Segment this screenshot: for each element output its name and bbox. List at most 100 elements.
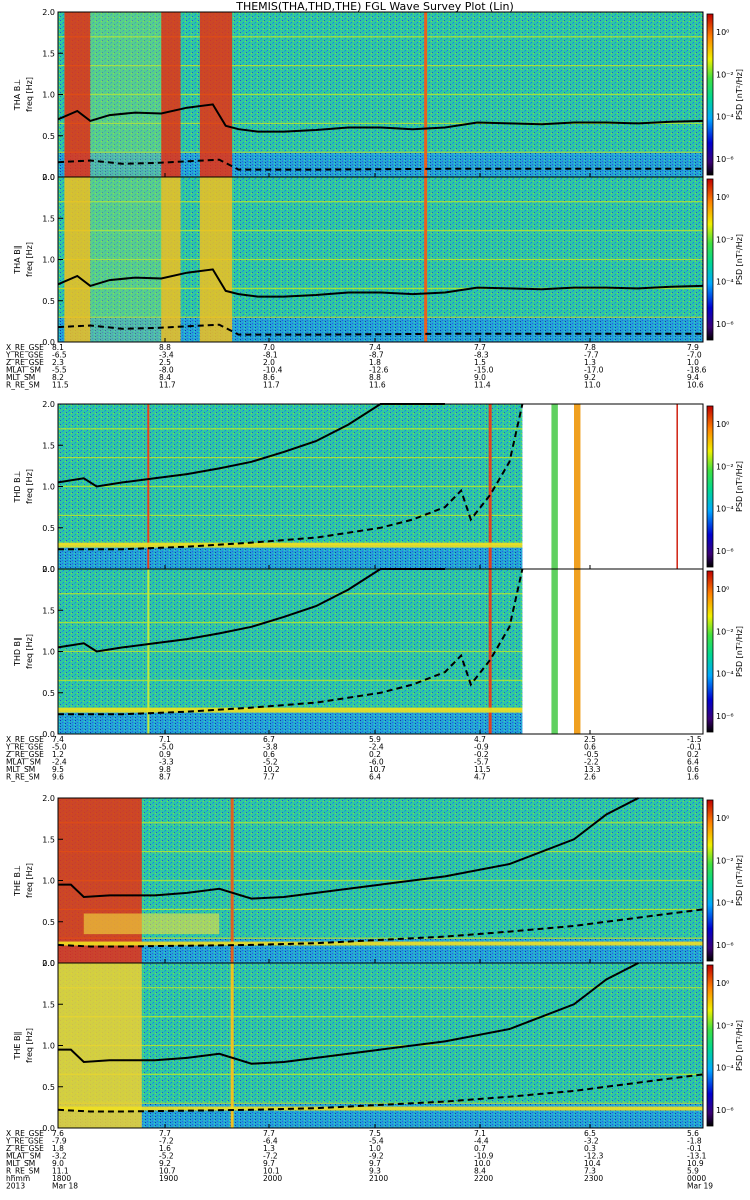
orbit-value: 0.6 [263, 750, 275, 759]
resonance-band [58, 707, 523, 713]
orbit-value: -9.2 [369, 1152, 384, 1161]
orbit-value: -6.4 [263, 1137, 278, 1146]
orbit-row-label: MLT_SM [6, 373, 35, 382]
y-tick-label: 1.5 [42, 835, 55, 844]
colorbar-tick-label: 10⁻⁶ [716, 712, 734, 721]
orbit-row-label: Y_RE_GSE [5, 1137, 44, 1146]
dashed-frequency-curve [57, 158, 703, 171]
orbit-value: 0.9 [159, 750, 171, 759]
colorbar-label: PSD [nT²/Hz] [735, 234, 744, 285]
panel-ylabel: THE B⊥ [13, 865, 22, 897]
colorbar-tick-label: 10⁻² [716, 70, 734, 79]
orbit-value: 7.4 [52, 735, 64, 744]
orbit-value: 7.1 [159, 735, 171, 744]
colorbar-tick-label: 10⁻⁶ [716, 941, 734, 950]
orbit-value: 10.2 [263, 765, 280, 774]
orbit-value: 0.2 [369, 750, 381, 759]
orbit-value: 0.3 [584, 1144, 596, 1153]
orbit-value: 10.7 [369, 765, 386, 774]
data-strip [574, 569, 581, 734]
panel-ylabel-unit: freq [Hz] [25, 634, 34, 669]
data-strip [551, 569, 558, 734]
orbit-value: -5.2 [263, 758, 278, 767]
orbit-value: 10.7 [159, 1167, 176, 1176]
y-tick-label: 0.5 [42, 297, 55, 306]
high-power-burst [199, 177, 233, 342]
orbit-value: 9.4 [687, 373, 699, 382]
orbit-value: -8.7 [369, 351, 384, 360]
orbit-value: 11.5 [52, 381, 69, 390]
orbit-value: -1.5 [687, 735, 702, 744]
time-tick-label: 2300 [584, 1174, 603, 1183]
the-perp-panel: 2.0 1.5 1.0 0.5 0.0 THE B⊥ freq [Hz] 10⁰ 10⁻² 10⁻… [13, 794, 744, 968]
orbit-value: 2.0 [263, 358, 275, 367]
orbit-value: -7.7 [584, 351, 599, 360]
y-tick-label: 0.0 [42, 173, 55, 182]
orbit-row-label: MLAT_SM [6, 1152, 41, 1161]
panel-ylabel: THD B⊥ [13, 470, 22, 503]
orbit-value: 8.4 [159, 373, 171, 382]
orbit-value: 9.7 [369, 1159, 381, 1168]
orbit-value: 11.7 [263, 381, 280, 390]
orbit-value: -7.0 [687, 351, 702, 360]
orbit-row-label: MLAT_SM [6, 758, 41, 767]
colorbar-tick-label: 10⁻⁴ [716, 670, 734, 679]
orbit-value: -5.2 [159, 1152, 174, 1161]
colorbar-label: PSD [nT²/Hz] [735, 855, 744, 906]
orbit-value: 1.5 [474, 358, 486, 367]
orbit-row-label: Y_RE_GSE [5, 351, 44, 360]
orbit-value: 8.2 [52, 373, 64, 382]
orbit-value: -6.5 [52, 351, 67, 360]
orbit-value: -2.2 [584, 758, 599, 767]
orbit-value: -8.0 [159, 366, 174, 375]
orbit-value: -0.5 [584, 750, 599, 759]
orbit-value: -8.1 [263, 351, 278, 360]
orbit-value: 1.0 [369, 1144, 381, 1153]
thd-perp-panel: 2.0 1.5 1.0 0.5 0.0 THD B⊥ freq [Hz] 10⁰ 10⁻² 10⁻… [13, 400, 744, 574]
orbit-row-label: X_RE_GSE [6, 1129, 44, 1138]
solid-frequency-curve [58, 797, 639, 900]
y-tick-label: 1.5 [42, 606, 55, 615]
orbit-value: 1.6 [687, 773, 699, 782]
orbit-value: 5.9 [369, 735, 381, 744]
colorbar [706, 964, 714, 1127]
orbit-row-label: X_RE_GSE [6, 343, 44, 352]
orbit-value: 7.0 [263, 343, 275, 352]
orbit-value: -5.0 [159, 743, 174, 752]
orbit-value: -3.2 [584, 1137, 599, 1146]
orbit-value: -7.2 [263, 1152, 278, 1161]
panel-ylabel-unit: freq [Hz] [25, 863, 34, 898]
orbit-value: 4.7 [474, 773, 486, 782]
panel-ylabel-unit: freq [Hz] [25, 1028, 34, 1063]
orbit-value: 6.4 [369, 773, 381, 782]
time-tick-label: 2100 [369, 1174, 388, 1183]
y-tick-label: 1.0 [42, 91, 55, 100]
colorbar-tick-label: 10⁻⁶ [716, 155, 734, 164]
y-tick-label: 0.0 [42, 338, 55, 347]
colorbar-tick-label: 10⁻⁶ [716, 1106, 734, 1115]
colorbar-tick-label: 10⁰ [716, 193, 729, 202]
orbit-row-label: Z_RE_GSE [6, 358, 44, 367]
colorbar-tick-label: 10⁻² [716, 856, 734, 865]
data-gap [522, 569, 703, 734]
orbit-value: 8.4 [474, 1167, 486, 1176]
high-power-burst [58, 963, 142, 1128]
y-tick-label: 2.0 [42, 794, 55, 803]
time-tick-label: 1800 [52, 1174, 71, 1183]
dashed-frequency-curve [57, 908, 704, 948]
colorbar-tick-label: 10⁻² [716, 627, 734, 636]
orbit-value: 10.9 [687, 1159, 704, 1168]
resonance-band [58, 1106, 703, 1111]
orbit-row-label: MLAT_SM [6, 366, 41, 375]
orbit-row-label: R_RE_SM [6, 773, 40, 782]
orbit-value: 1.6 [159, 1144, 171, 1153]
orbit-value: 2.5 [159, 358, 171, 367]
orbit-value: -5.5 [52, 366, 67, 375]
colorbar-label: PSD [nT²/Hz] [735, 1020, 744, 1071]
y-tick-label: 1.5 [42, 49, 55, 58]
y-tick-label: 1.0 [42, 877, 55, 886]
orbit-value: 7.7 [263, 1129, 275, 1138]
y-tick-label: 2.0 [42, 173, 55, 182]
colorbar [706, 405, 714, 568]
orbit-value: 10.1 [263, 1167, 280, 1176]
